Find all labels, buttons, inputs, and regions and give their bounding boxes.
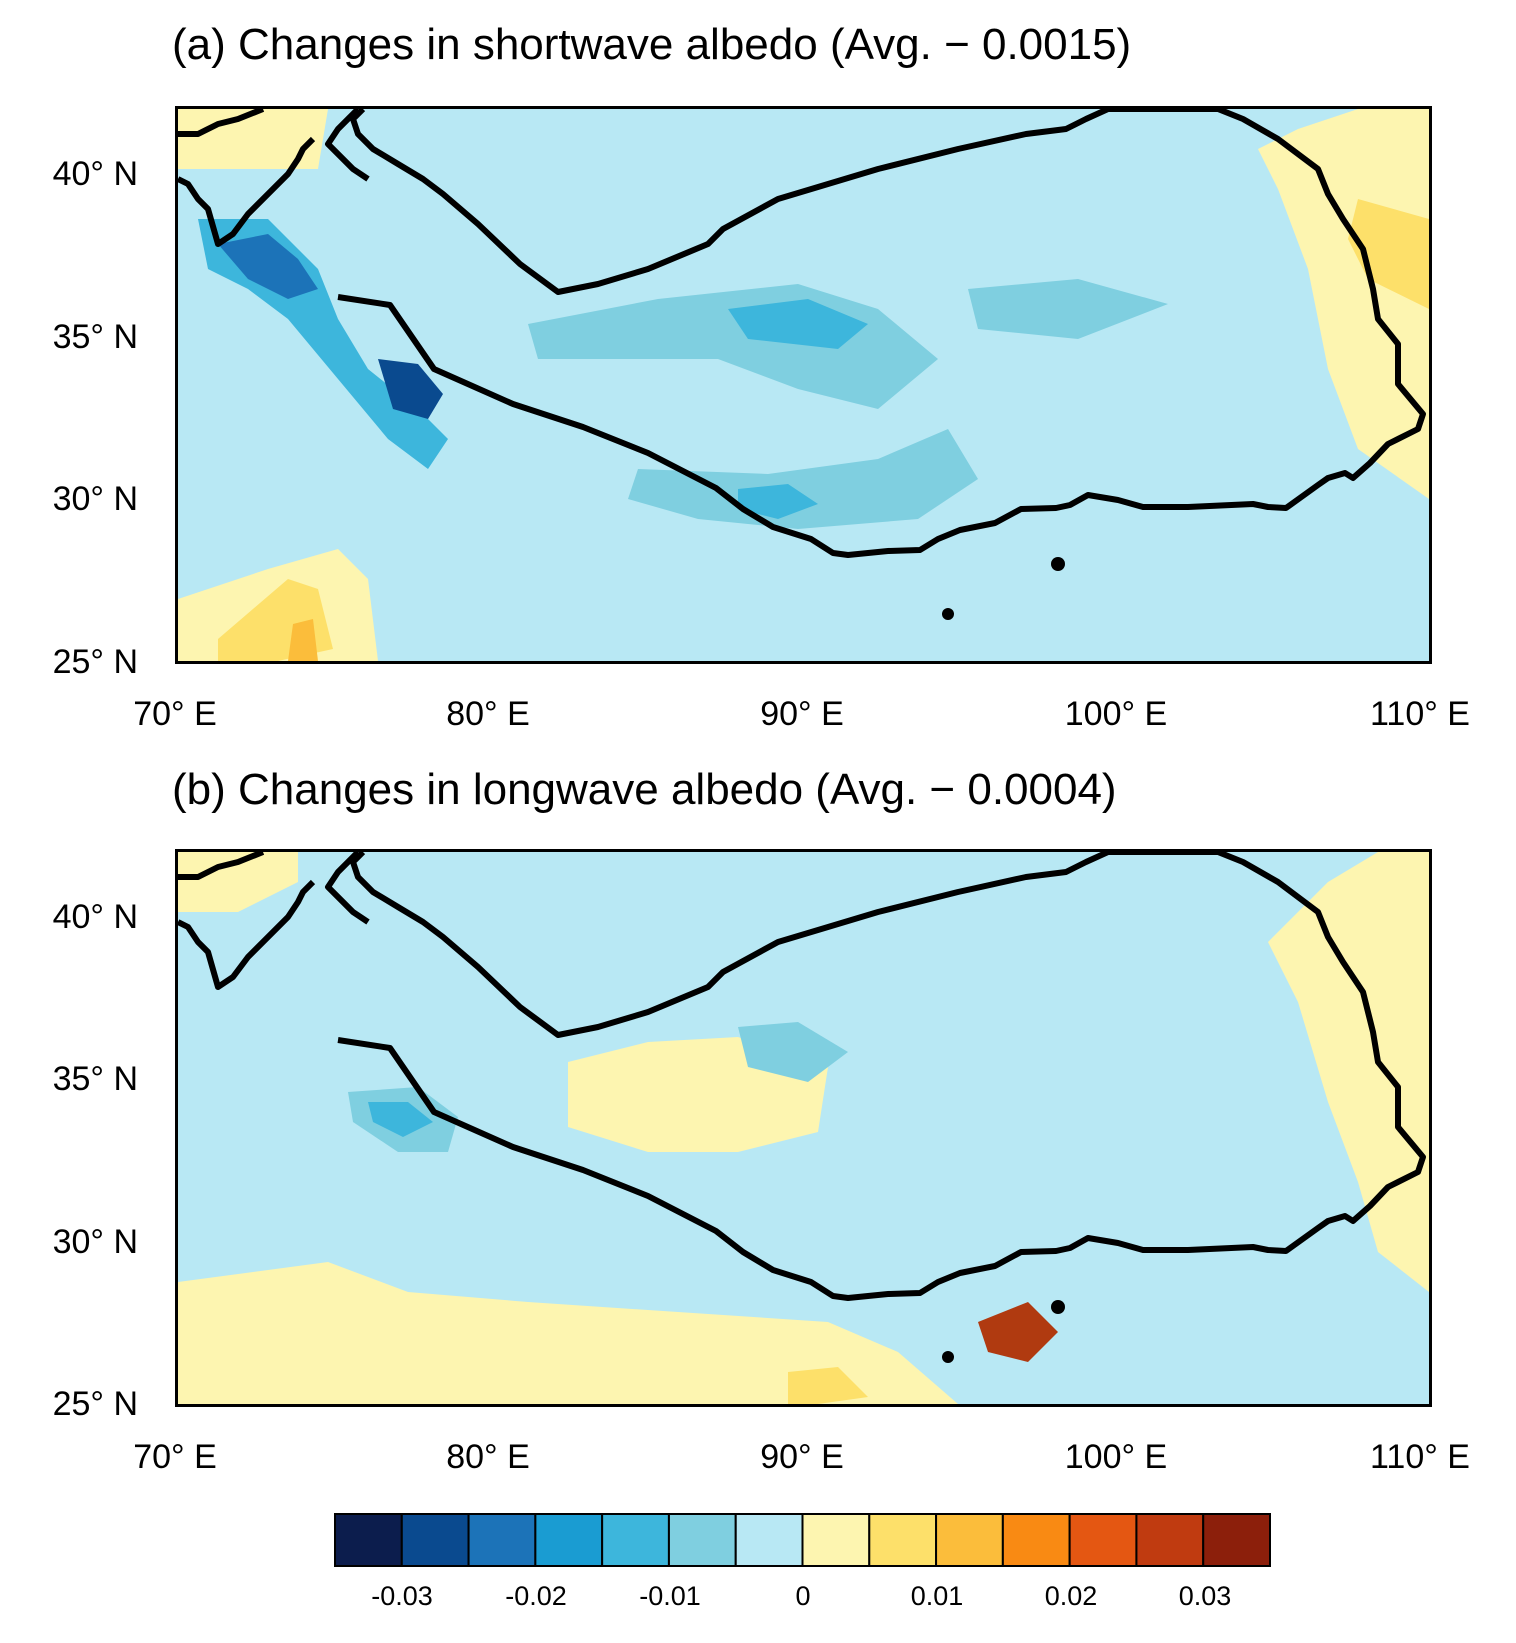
colorbar-segment-1 [400,1513,470,1567]
positive-patch-east-a [1258,109,1429,499]
colorbar-segment-13 [1202,1513,1272,1567]
colorbar-segment-7 [801,1513,871,1567]
colorbar-segment-6 [734,1513,804,1567]
island-dot-2-a [1051,557,1065,571]
plateau-west-wedge-a [178,136,316,247]
negative-core-west-a [218,234,318,299]
colorbar-label-zero: 0 [795,1581,811,1611]
positive-patch-east-b [1268,852,1429,1292]
island-dot-1-b [942,1351,954,1363]
positive-patch-nw-a [178,109,328,169]
panel-b-lon-70: 70° E [133,1438,217,1476]
panel-a-lat-35: 35° N [52,318,138,356]
panel-a-lon-110: 110° E [1370,695,1470,733]
panel-b-lat-25: 25° N [52,1385,138,1423]
positive-patch-nw-b [178,852,298,912]
colorbar-segment-5 [667,1513,737,1567]
panel-a-map [175,106,1432,664]
colorbar-segment-11 [1068,1513,1138,1567]
island-dot-2-b [1051,1300,1065,1314]
panel-b-lat-30: 30° N [52,1223,138,1261]
panel-b-lon-110: 110° E [1370,1438,1470,1476]
panel-a-lat-25: 25° N [52,643,138,681]
panel-a-lat-40: 40° N [52,155,138,193]
panel-b-lat-40: 40° N [52,898,138,936]
colorbar-label-pos-002: 0.02 [1044,1581,1098,1611]
colorbar-segment-3 [534,1513,604,1567]
panel-a-lon-100: 100° E [1064,695,1168,733]
colorbar-label-neg-002: -0.02 [505,1581,567,1611]
panel-b-map [175,849,1432,1407]
panel-b-lon-80: 80° E [446,1438,530,1476]
plateau-north-bank-a [178,109,265,137]
colorbar-segment-0 [334,1513,403,1567]
colorbar-segment-9 [935,1513,1004,1567]
panel-b-title: (b) Changes in longwave albedo (Avg. − 0… [172,765,1117,814]
panel-a-lon-90: 90° E [760,695,844,733]
plateau-north-arm-b [325,852,370,925]
plateau-north-arm-a [325,109,370,182]
negative-peak-west-a [378,359,443,419]
negative-band-east-a [968,279,1168,339]
panel-a-title: (a) Changes in shortwave albedo (Avg. − … [172,20,1132,69]
colorbar [334,1513,1272,1567]
negative-core-central-a [728,299,868,349]
negative-core-south-a [738,484,818,519]
positive-patch-east-core-a [1348,199,1429,309]
colorbar-label-neg-003: -0.03 [371,1581,433,1611]
panel-a-lon-80: 80° E [446,695,530,733]
panel-a-lat-30: 30° N [52,480,138,518]
negative-band-south-a [628,429,978,529]
positive-hotspot-b [978,1302,1058,1362]
colorbar-segment-8 [868,1513,938,1567]
negative-band-central-b [738,1022,848,1082]
plateau-north-bank-b [178,852,265,880]
colorbar-label-pos-003: 0.03 [1178,1581,1232,1611]
panel-b-lon-90: 90° E [760,1438,844,1476]
panel-a-lon-70: 70° E [133,695,217,733]
panel-b-contour-field [178,852,1429,1404]
panel-a-contour-field [178,109,1429,661]
plateau-west-wedge-b [178,879,316,990]
colorbar-segment-2 [467,1513,537,1567]
positive-patch-south-b [178,1262,958,1404]
positive-patch-sw-peak-a [288,619,318,661]
colorbar-segment-10 [1001,1513,1071,1567]
panel-b-lon-100: 100° E [1064,1438,1168,1476]
panel-b-lat-35: 35° N [52,1060,138,1098]
colorbar-label-neg-001: -0.01 [639,1581,701,1611]
negative-core-west-b [368,1102,433,1137]
plateau-boundary-a [337,109,1426,558]
island-dot-1-a [942,608,954,620]
colorbar-label-pos-001: 0.01 [910,1581,964,1611]
plateau-boundary-b [337,852,1426,1301]
colorbar-segment-12 [1135,1513,1205,1567]
positive-patch-south-core-b [788,1367,868,1404]
colorbar-segment-4 [601,1513,670,1567]
